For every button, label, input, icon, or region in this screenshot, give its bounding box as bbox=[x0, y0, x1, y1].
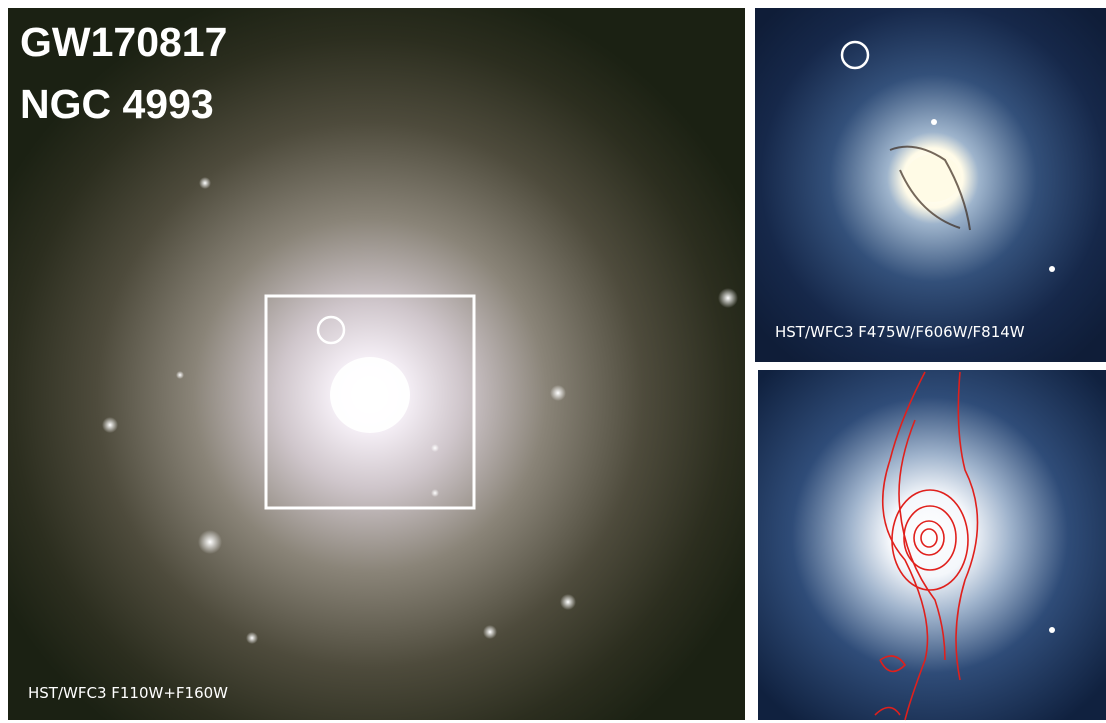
optical-contour-image bbox=[758, 370, 1106, 720]
star bbox=[431, 444, 439, 452]
star bbox=[431, 489, 439, 497]
star bbox=[550, 385, 566, 401]
star bbox=[199, 177, 211, 189]
star bbox=[483, 625, 497, 639]
page: GW170817 NGC 4993 {"main_panel": {"title… bbox=[0, 0, 1106, 723]
star bbox=[931, 119, 937, 125]
figure: GW170817 NGC 4993 HST/WFC3 F110W+F160W H… bbox=[0, 0, 1106, 723]
star bbox=[560, 594, 576, 610]
star bbox=[1049, 266, 1055, 272]
body: GW170817 NGC 4993 HST/WFC3 F110W+F160W H… bbox=[0, 0, 1106, 723]
star bbox=[198, 530, 222, 554]
caption: HST/WFC3 F475W/F606W/F814W bbox=[775, 323, 1025, 341]
galaxy-core bbox=[330, 357, 410, 433]
caption: HST/WFC3 F110W+F160W bbox=[28, 684, 228, 702]
star bbox=[102, 417, 118, 433]
star bbox=[1049, 627, 1055, 633]
title-line: GW170817 bbox=[20, 19, 227, 65]
star bbox=[718, 288, 738, 308]
star bbox=[176, 371, 184, 379]
star bbox=[246, 632, 258, 644]
title-line: NGC 4993 bbox=[20, 81, 214, 127]
